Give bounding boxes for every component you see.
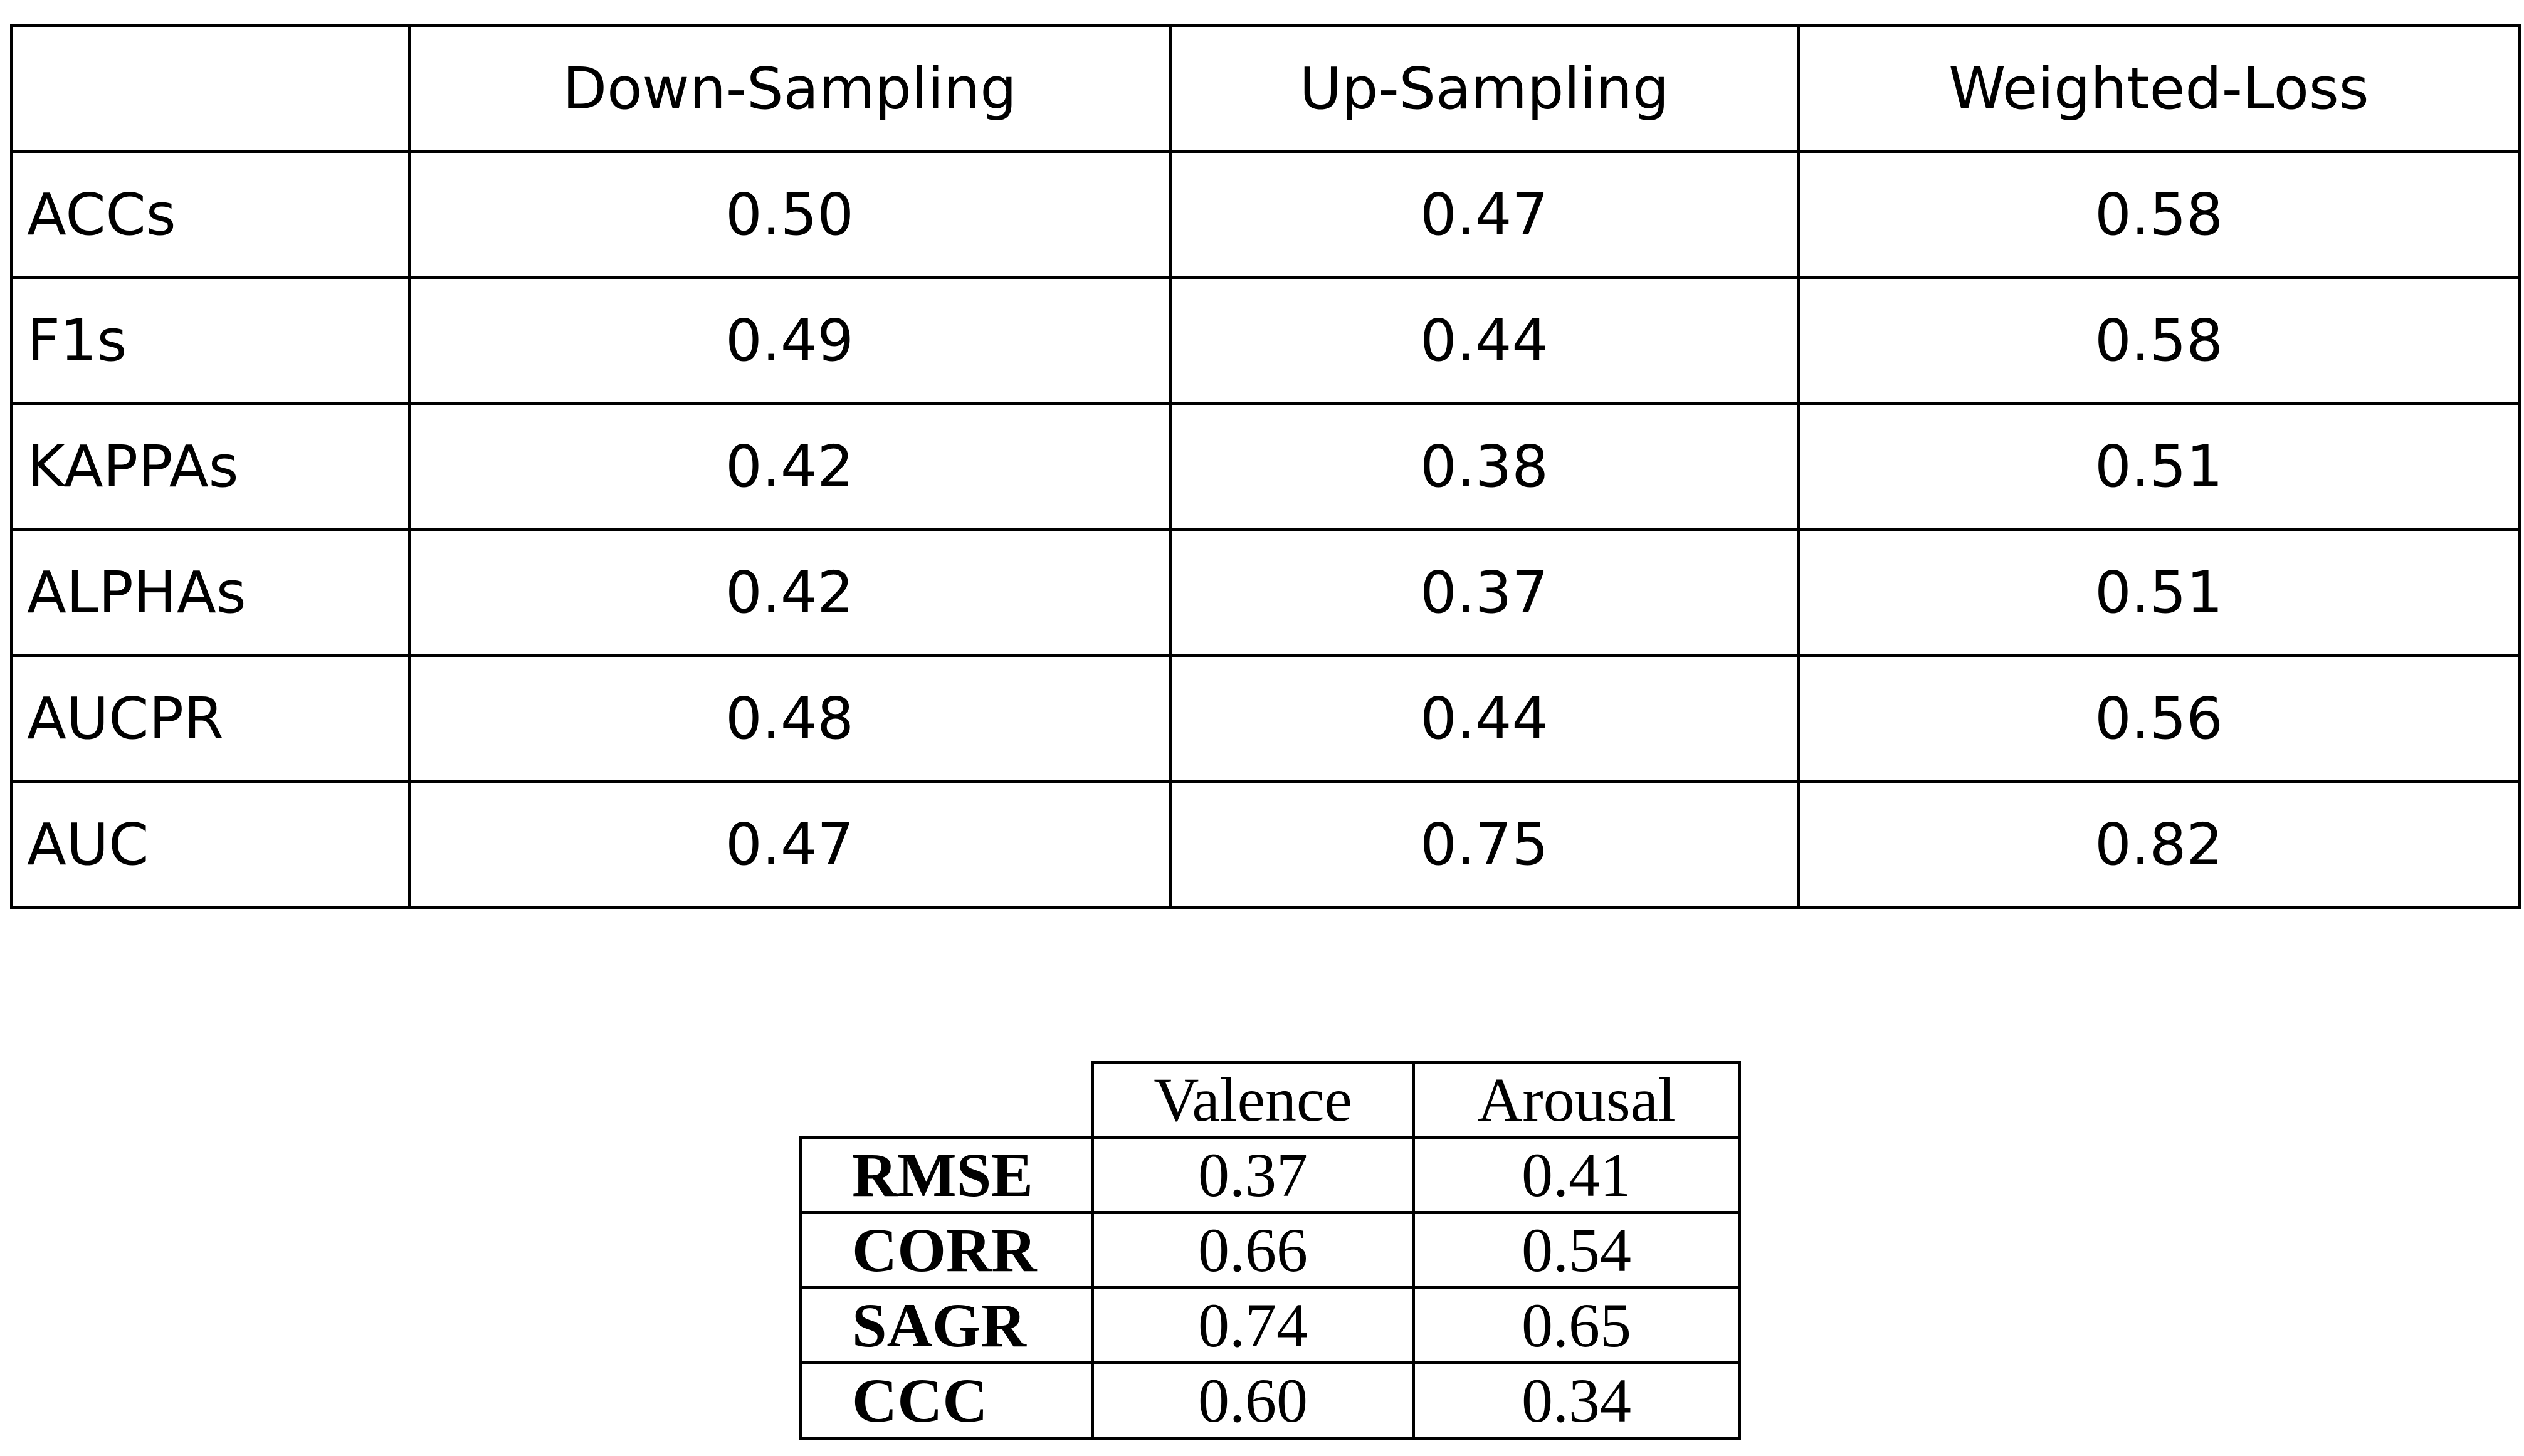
row-label: AUCPR [10,654,411,783]
table-cell: 0.41 [1412,1136,1741,1214]
table-row: RMSE 0.37 0.41 [799,1136,1741,1214]
table-cell: 0.44 [1169,654,1800,783]
table-cell: 0.82 [1797,780,2521,909]
table-row: CCC 0.60 0.34 [799,1361,1741,1440]
sampling-methods-table: Down-Sampling Up-Sampling Weighted-Loss … [10,24,2521,909]
table-header-row: Down-Sampling Up-Sampling Weighted-Loss [10,24,2521,153]
column-header-valence: Valence [1091,1061,1415,1139]
table-row: CORR 0.66 0.54 [799,1211,1741,1289]
table-row: SAGR 0.74 0.65 [799,1286,1741,1364]
row-label: KAPPAs [10,402,411,531]
row-label: F1s [10,276,411,405]
row-label: AUC [10,780,411,909]
table-cell: 0.48 [408,654,1172,783]
row-label: ACCs [10,150,411,279]
column-header-up-sampling: Up-Sampling [1169,24,1800,153]
table-cell: 0.44 [1169,276,1800,405]
table-row: ALPHAs 0.42 0.37 0.51 [10,528,2521,657]
row-label: SAGR [799,1286,1094,1364]
corner-cell [800,1062,1094,1139]
column-header-arousal: Arousal [1412,1061,1741,1139]
table-cell: 0.58 [1797,150,2521,279]
table-cell: 0.42 [408,402,1172,531]
table-header-row: Valence Arousal [800,1061,1741,1139]
table-row: AUCPR 0.48 0.44 0.56 [10,654,2521,783]
valence-arousal-table: Valence Arousal RMSE 0.37 0.41 CORR 0.66… [799,1061,1741,1440]
table-cell: 0.38 [1169,402,1800,531]
column-header-down-sampling: Down-Sampling [408,24,1172,153]
table-row: KAPPAs 0.42 0.38 0.51 [10,402,2521,531]
table-row: AUC 0.47 0.75 0.82 [10,780,2521,909]
row-label: CORR [799,1211,1094,1289]
table-cell: 0.74 [1091,1286,1415,1364]
row-label: ALPHAs [10,528,411,657]
table-cell: 0.34 [1412,1361,1741,1440]
table-cell: 0.42 [408,528,1172,657]
table-cell: 0.75 [1169,780,1800,909]
table-cell: 0.47 [408,780,1172,909]
corner-cell [10,24,411,153]
table-cell: 0.37 [1169,528,1800,657]
table-row: F1s 0.49 0.44 0.58 [10,276,2521,405]
table-cell: 0.56 [1797,654,2521,783]
table-cell: 0.50 [408,150,1172,279]
table-cell: 0.49 [408,276,1172,405]
row-label: RMSE [799,1136,1094,1214]
table-cell: 0.60 [1091,1361,1415,1440]
table-cell: 0.54 [1412,1211,1741,1289]
table-cell: 0.51 [1797,528,2521,657]
table-row: ACCs 0.50 0.47 0.58 [10,150,2521,279]
column-header-weighted-loss: Weighted-Loss [1797,24,2521,153]
table-cell: 0.58 [1797,276,2521,405]
row-label: CCC [799,1361,1094,1440]
table-cell: 0.51 [1797,402,2521,531]
table-cell: 0.47 [1169,150,1800,279]
table-cell: 0.37 [1091,1136,1415,1214]
table-cell: 0.65 [1412,1286,1741,1364]
table-cell: 0.66 [1091,1211,1415,1289]
